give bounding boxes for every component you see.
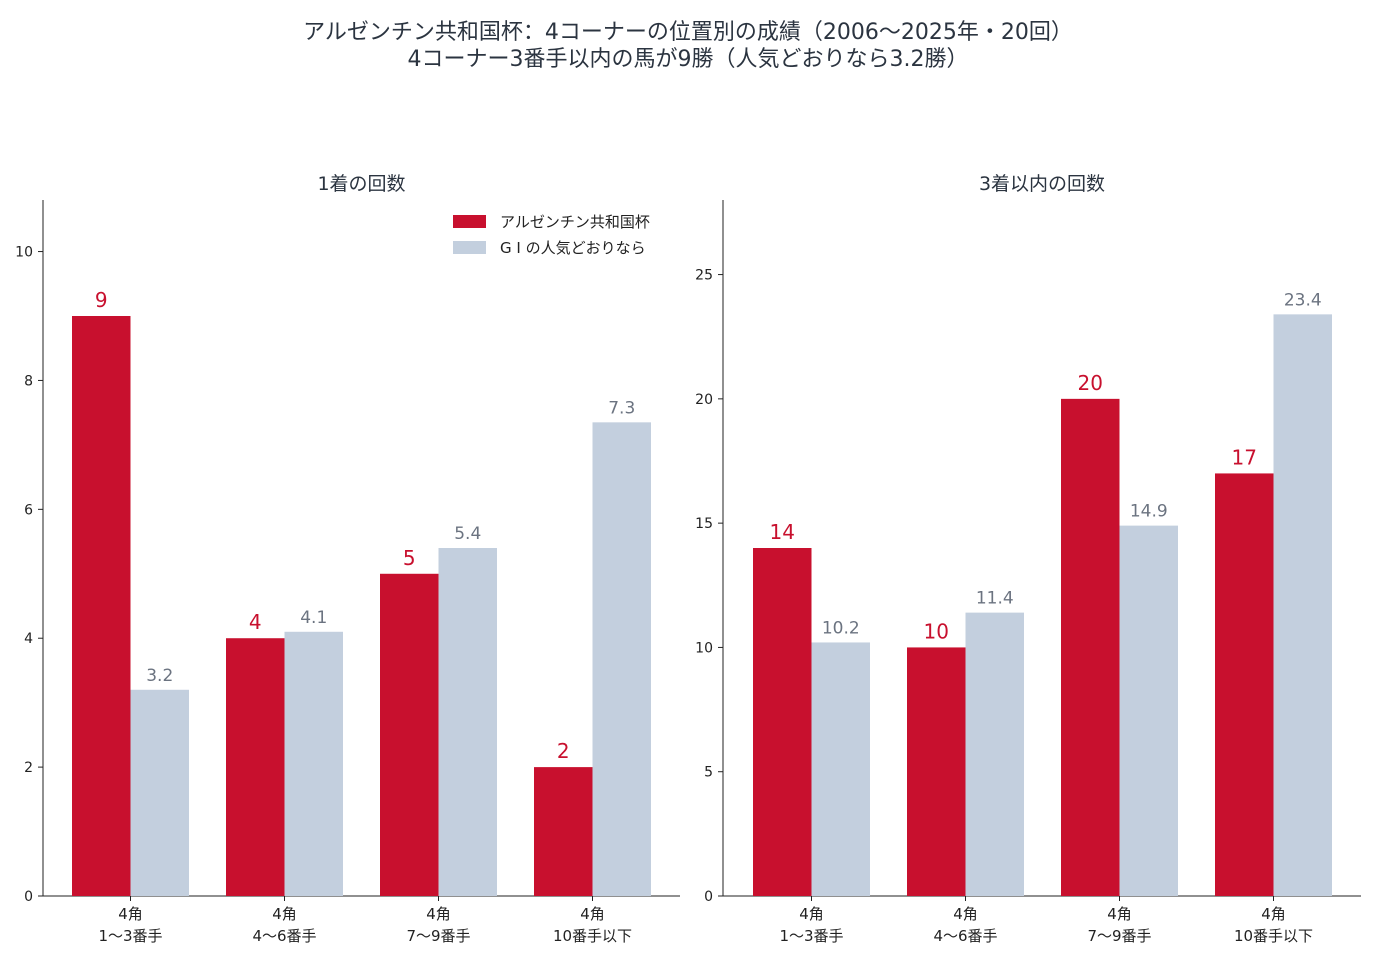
- legend-label: アルゼンチン共和国杯: [500, 213, 650, 231]
- legend-label: G I の人気どおりなら: [500, 239, 646, 257]
- panel2-x-tick-label: 4角: [953, 905, 978, 923]
- panel1-y-tick-label: 4: [24, 631, 33, 647]
- chart-subtitle: 4コーナー3番手以内の馬が9勝（人気どおりなら3.2勝）: [407, 47, 969, 72]
- panel1-data-label-actual: 2: [557, 739, 570, 763]
- panel1-bar-expected: [130, 689, 189, 896]
- panel1-data-label-expected: 3.2: [146, 666, 173, 686]
- panel2-y-tick-label: 25: [695, 268, 713, 284]
- panel1-data-label-actual: 4: [249, 610, 262, 634]
- panel1-data-label-expected: 7.3: [608, 398, 635, 418]
- panel1-x-tick-label: 4角: [272, 905, 297, 923]
- legend-swatch: [453, 241, 486, 254]
- panel2-y-tick-label: 0: [704, 889, 713, 905]
- panel1-x-tick-label: 1〜3番手: [98, 927, 162, 945]
- panel1-bar-expected: [284, 631, 343, 896]
- panel1-data-label-expected: 5.4: [454, 524, 481, 544]
- panel1-x-tick-label: 4角: [426, 905, 451, 923]
- panel2-bar-actual: [1215, 473, 1274, 896]
- chart-title: アルゼンチン共和国杯：4コーナーの位置別の成績（2006〜2025年・20回）: [303, 20, 1073, 45]
- panel2-x-tick-label: 4角: [799, 905, 824, 923]
- panel2-bar-actual: [1061, 398, 1120, 896]
- panel2-data-label-expected: 11.4: [976, 589, 1014, 609]
- panel1-bar-expected: [592, 422, 651, 896]
- panel2-bar-expected: [1273, 314, 1332, 896]
- panel1-bar-actual: [534, 767, 593, 896]
- panel2-x-tick-label: 4角: [1261, 905, 1286, 923]
- panel2-x-tick-label: 1〜3番手: [779, 927, 843, 945]
- panel2-data-label-actual: 20: [1078, 371, 1103, 395]
- panel2-x-tick-label: 7〜9番手: [1087, 927, 1151, 945]
- panel1-bar-actual: [72, 316, 131, 896]
- panel2-data-label-expected: 14.9: [1130, 502, 1168, 522]
- panel1-bar-actual: [226, 638, 285, 896]
- panel2-bar-expected: [1119, 525, 1178, 896]
- panel1-bar-actual: [380, 573, 439, 896]
- panel1-y-tick-label: 10: [15, 245, 33, 261]
- panel1-x-tick-label: 4角: [580, 905, 605, 923]
- panel1-data-label-actual: 9: [95, 288, 108, 312]
- panel1-title: 1着の回数: [317, 173, 405, 195]
- legend-swatch: [453, 215, 486, 228]
- panel2-bar-expected: [811, 642, 870, 896]
- panel2-x-tick-label: 4角: [1107, 905, 1132, 923]
- panel2-y-tick-label: 10: [695, 640, 713, 656]
- panel1-x-tick-label: 4〜6番手: [252, 927, 316, 945]
- panel2-data-label-actual: 14: [770, 520, 795, 544]
- panel1-data-label-expected: 4.1: [300, 608, 327, 628]
- panel2-data-label-expected: 23.4: [1284, 290, 1322, 310]
- panel2-data-label-actual: 17: [1232, 445, 1257, 469]
- panel2-data-label-expected: 10.2: [822, 618, 860, 638]
- panel2-title: 3着以内の回数: [979, 173, 1105, 195]
- panel2-x-tick-label: 4〜6番手: [933, 927, 997, 945]
- panel1-x-tick-label: 10番手以下: [553, 927, 632, 945]
- panel1-y-tick-label: 8: [24, 373, 33, 389]
- panel2-data-label-actual: 10: [924, 619, 949, 643]
- panel2-y-tick-label: 5: [704, 765, 713, 781]
- panel2-bar-expected: [965, 612, 1024, 896]
- panel1-y-tick-label: 2: [24, 760, 33, 776]
- panel1-y-tick-label: 6: [24, 502, 33, 518]
- panel2-x-tick-label: 10番手以下: [1234, 927, 1313, 945]
- panel2-y-tick-label: 15: [695, 516, 713, 532]
- panel2-bar-actual: [753, 548, 812, 896]
- panel1-bar-expected: [438, 548, 497, 896]
- panel1-data-label-actual: 5: [403, 546, 416, 570]
- panel2-y-tick-label: 20: [695, 392, 713, 408]
- panel1-y-tick-label: 0: [24, 889, 33, 905]
- panel2-bar-actual: [907, 647, 966, 896]
- panel1-x-tick-label: 7〜9番手: [406, 927, 470, 945]
- panel1-x-tick-label: 4角: [118, 905, 143, 923]
